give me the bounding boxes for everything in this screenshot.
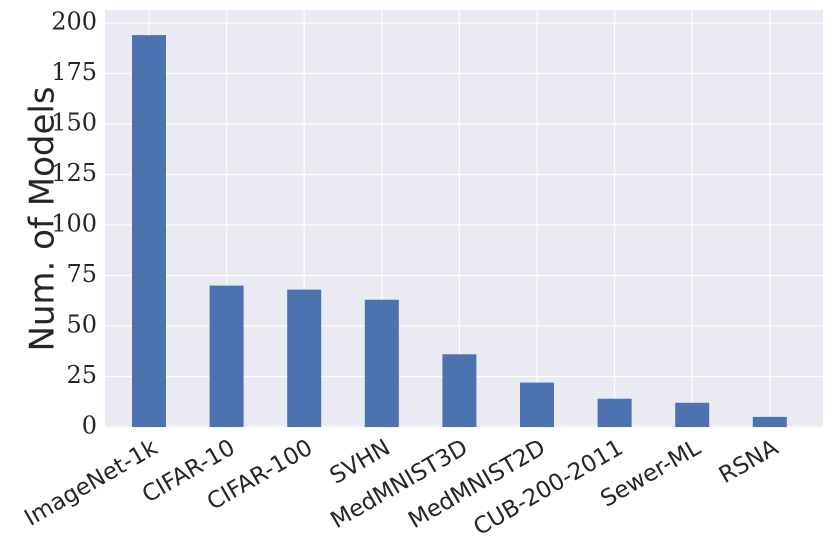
bars (132, 35, 787, 428)
bar-medmnist2d (520, 382, 554, 427)
y-tick-label: 175 (51, 58, 97, 86)
x-tick-label: RSNA (715, 435, 783, 489)
y-tick-label: 75 (66, 260, 97, 288)
bar-rsna (752, 416, 787, 427)
bar-cifar-10 (209, 285, 244, 427)
bar-medmnist3d (442, 354, 477, 427)
bar-sewer-ml (675, 402, 710, 427)
y-tick-label: 50 (66, 311, 97, 339)
y-axis-label: Num. of Models (23, 86, 63, 351)
y-tick-label: 125 (51, 159, 97, 187)
y-tick-label: 0 (82, 412, 97, 440)
y-axis-ticks: 0 25 50 75 100 125 150 175 200 (51, 8, 97, 440)
y-tick-label: 200 (51, 8, 97, 36)
bar-svhn (364, 299, 399, 427)
bar-imagenet-1k (132, 35, 166, 428)
y-tick-label: 150 (51, 109, 97, 137)
bar-cub-200-2011 (597, 398, 632, 427)
bar-cifar-100 (287, 289, 322, 427)
y-tick-label: 100 (51, 210, 97, 238)
y-tick-label: 25 (66, 361, 97, 389)
